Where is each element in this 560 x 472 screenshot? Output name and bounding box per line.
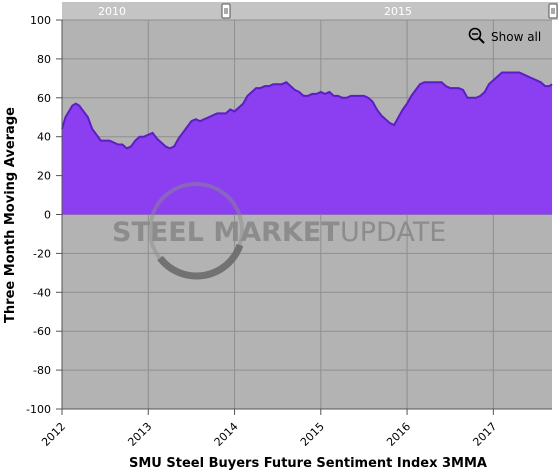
navigator[interactable]: 2010 2015	[62, 2, 558, 20]
x-axis-title: SMU Steel Buyers Future Sentiment Index …	[129, 456, 487, 471]
x-axis: 2012 2013 2014 2015 2016 2017	[39, 408, 552, 449]
navigator-handle-right-icon[interactable]	[548, 3, 558, 19]
y-tick-label: 40	[37, 131, 51, 144]
y-tick-label: 100	[30, 14, 51, 27]
x-tick-label: 2014	[212, 420, 241, 449]
watermark-logo: STEEL MARKET UPDATE	[112, 182, 446, 280]
watermark-text-bold: STEEL MARKET	[112, 217, 340, 248]
zoom-out-icon	[468, 27, 485, 44]
x-tick-label: 2015	[298, 420, 327, 449]
y-tick-label: 20	[37, 170, 51, 183]
y-tick-label: 60	[37, 92, 51, 105]
x-tick-label: 2012	[39, 420, 68, 449]
show-all-label: Show all	[491, 30, 541, 44]
navigator-selection[interactable]	[62, 2, 558, 20]
navigator-handle-left-icon[interactable]	[221, 3, 231, 19]
y-tick-label: 0	[44, 209, 51, 222]
series-area-fill	[62, 72, 552, 215]
watermark-text-light: UPDATE	[340, 217, 446, 248]
y-tick-label: -20	[33, 247, 51, 260]
x-tick-label: 2017	[470, 420, 499, 449]
y-tick-label: -100	[26, 403, 51, 416]
x-tick-label: 2016	[384, 420, 413, 449]
y-axis-title: Three Month Moving Average	[3, 107, 18, 323]
y-tick-label: -60	[33, 325, 51, 338]
y-axis: 100 80 60 40 20 0 -20 -40 -60 -80 -100	[26, 14, 63, 416]
show-all-button[interactable]: Show all	[468, 27, 542, 45]
y-tick-label: -40	[33, 286, 51, 299]
y-tick-label: 80	[37, 53, 51, 66]
navigator-label-2: 2015	[384, 5, 412, 18]
y-tick-label: -80	[33, 364, 51, 377]
navigator-label-1: 2010	[98, 5, 126, 18]
x-tick-label: 2013	[125, 420, 154, 449]
series-line	[61, 71, 553, 150]
